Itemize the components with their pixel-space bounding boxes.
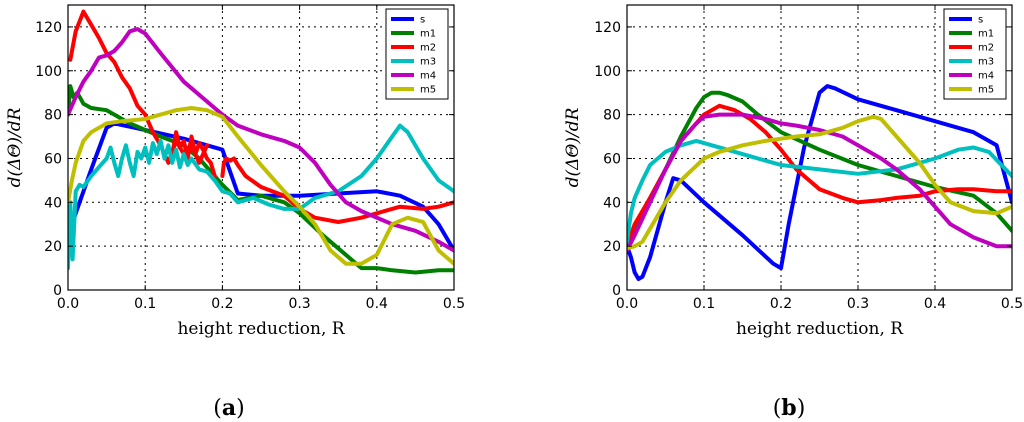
x-tick-label: 0.1 <box>134 296 156 312</box>
panel-label: (b) <box>773 395 806 421</box>
series-lines <box>68 9 454 275</box>
x-tick-label: 0.3 <box>847 296 869 312</box>
legend-label-m3: m3 <box>420 57 436 68</box>
x-tick-label: 0.2 <box>211 296 233 312</box>
series-line-m2 <box>170 130 217 178</box>
plot-frame <box>67 4 455 291</box>
x-tick-label: 0.4 <box>924 296 946 312</box>
series-line-m3 <box>627 138 1012 244</box>
plot-frame <box>626 4 1013 291</box>
legend-label-m1: m1 <box>420 29 436 40</box>
x-tick-label: 0.5 <box>1001 296 1023 312</box>
y-tick-label: 80 <box>44 108 62 124</box>
x-tick-label: 0.5 <box>443 296 465 312</box>
y-tick-label: 80 <box>603 108 621 124</box>
x-tick-label: 0.0 <box>616 296 638 312</box>
legend-box <box>385 8 449 100</box>
chart-panel-2: 0.0 0.1 0.2 0.3 0.4 0.5 0 20 40 60 80 100 120 height … <box>563 4 1023 421</box>
y-axis-label: d(ΔΘ)/dR <box>5 107 25 187</box>
legend: s m1 m2 m3 m4 m5 <box>385 8 449 100</box>
legend-box <box>943 8 1007 100</box>
series-line-m1 <box>68 84 454 275</box>
series-line-m5 <box>627 114 1012 251</box>
series-line-s <box>627 84 1012 281</box>
y-tick-label: 120 <box>35 20 62 36</box>
y-tick-label: 100 <box>35 64 62 80</box>
y-tick-label: 40 <box>44 195 62 211</box>
x-axis-label: height reduction, R <box>736 319 904 339</box>
series-line-m3 <box>68 123 454 271</box>
y-tick-label: 60 <box>44 151 62 167</box>
legend-label-m5: m5 <box>420 85 436 96</box>
legend-label-m1: m1 <box>978 29 994 40</box>
y-tick-label: 0 <box>53 283 62 299</box>
series-line-m2 <box>220 156 454 224</box>
y-tick-label: 0 <box>612 283 621 299</box>
x-tick-label: 0.0 <box>57 296 79 312</box>
legend-label-m2: m2 <box>978 43 994 54</box>
legend-label-m4: m4 <box>420 71 436 82</box>
series-lines <box>627 84 1012 281</box>
series-line-m4 <box>68 27 454 253</box>
y-tick-label: 40 <box>603 195 621 211</box>
x-axis-label: height reduction, R <box>177 319 345 339</box>
y-tick-label: 120 <box>594 20 621 36</box>
x-tick-label: 0.1 <box>693 296 715 312</box>
legend-label-s: s <box>978 15 983 26</box>
chart-panel-1: 0.0 0.1 0.2 0.3 0.4 0.5 0 20 40 60 80 100 120 height … <box>5 4 465 421</box>
x-tick-label: 0.4 <box>366 296 388 312</box>
y-tick-label: 20 <box>44 239 62 255</box>
legend-label-s: s <box>420 15 425 26</box>
legend-label-m2: m2 <box>420 43 436 54</box>
legend-label-m5: m5 <box>978 85 994 96</box>
x-tick-label: 0.3 <box>288 296 310 312</box>
legend-label-m3: m3 <box>978 57 994 68</box>
y-tick-label: 20 <box>603 239 621 255</box>
y-axis-label: d(ΔΘ)/dR <box>563 107 583 187</box>
y-tick-label: 100 <box>594 64 621 80</box>
series-line-s <box>68 121 454 253</box>
y-tick-label: 60 <box>603 151 621 167</box>
panel-label: (a) <box>213 395 244 421</box>
series-line-m5 <box>68 106 454 266</box>
series-line-m4 <box>627 112 1012 253</box>
legend: s m1 m2 m3 m4 m5 <box>943 8 1007 100</box>
legend-label-m4: m4 <box>978 71 994 82</box>
x-tick-label: 0.2 <box>770 296 792 312</box>
